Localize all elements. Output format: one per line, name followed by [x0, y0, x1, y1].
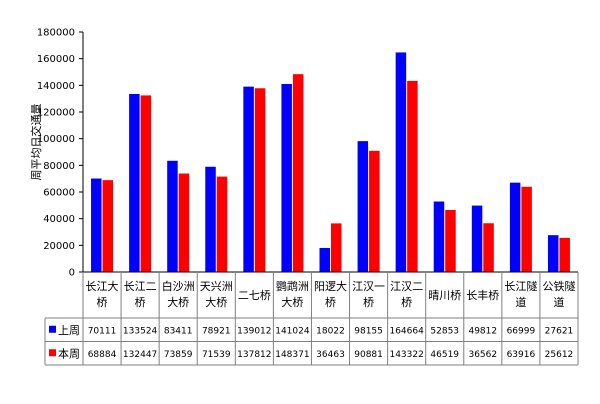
bar-this-week	[331, 223, 342, 272]
table-value: 141024	[275, 326, 310, 336]
category-label: 晴川桥	[428, 289, 461, 302]
table-value: 90881	[354, 350, 383, 360]
category-label: 桥	[401, 296, 412, 309]
table-value: 18022	[316, 326, 345, 336]
table-value: 71539	[202, 350, 231, 360]
legend-key-this-week	[49, 349, 56, 357]
bar-this-week	[178, 173, 190, 272]
y-tick-label: 100000	[37, 134, 75, 145]
category-label: 阳逻大	[314, 279, 347, 293]
table-value: 36562	[468, 350, 497, 360]
bar-this-week	[102, 180, 114, 272]
table-value: 137812	[237, 350, 271, 360]
bar-last-week	[547, 235, 559, 272]
bar-last-week	[281, 83, 292, 272]
table-value: 36463	[316, 350, 345, 360]
table-value: 73859	[164, 350, 193, 360]
bar-this-week	[445, 209, 456, 272]
category-label: 公铁隧	[542, 279, 575, 293]
category-label: 大桥	[281, 295, 303, 309]
category-label: 长江大	[86, 279, 119, 293]
table-value: 78921	[202, 326, 231, 336]
legend-label: 上周	[58, 324, 80, 337]
table-value: 132447	[123, 350, 157, 360]
bar-last-week	[167, 160, 178, 272]
category-label: 桥	[363, 296, 374, 309]
table-value: 83411	[164, 326, 193, 336]
bar-this-week	[407, 80, 418, 273]
bar-last-week	[509, 182, 521, 272]
y-tick-label: 60000	[43, 188, 75, 199]
table-value: 27621	[545, 326, 574, 336]
table-value: 63916	[507, 350, 536, 360]
bar-last-week	[471, 205, 483, 272]
table-value: 164664	[389, 326, 424, 336]
category-label: 江汉二	[390, 280, 423, 293]
category-label: 桥	[97, 296, 108, 309]
table-value: 49812	[468, 326, 497, 336]
bar-this-week	[521, 186, 532, 272]
y-tick-label: 40000	[43, 214, 75, 225]
bar-last-week	[433, 201, 445, 272]
bar-last-week	[243, 86, 254, 272]
table-value: 143322	[389, 350, 423, 360]
bar-this-week	[292, 74, 304, 272]
bar-this-week	[483, 223, 494, 272]
category-label: 长江隧	[504, 279, 537, 293]
table-value: 133524	[123, 326, 158, 336]
category-label: 鹦鹉洲	[276, 279, 309, 293]
bar-last-week	[319, 247, 330, 272]
legend-label: 本周	[58, 346, 80, 360]
y-tick-label: 80000	[43, 161, 75, 172]
y-tick-label: 180000	[37, 28, 75, 39]
category-label: 长江二	[124, 280, 157, 293]
category-label: 江汉一	[352, 280, 385, 293]
y-tick-label: 160000	[37, 54, 75, 65]
bar-last-week	[395, 52, 407, 273]
table-value: 68884	[88, 350, 117, 360]
y-tick-label: 120000	[37, 108, 75, 119]
bar-last-week	[205, 166, 216, 272]
bar-this-week	[559, 237, 570, 272]
table-value: 139012	[237, 326, 271, 336]
category-label: 桥	[135, 296, 146, 309]
y-tick-label: 0	[69, 268, 75, 279]
category-label: 桥	[325, 296, 336, 309]
table-value: 70111	[88, 326, 117, 336]
y-tick-label: 140000	[37, 81, 75, 92]
bar-this-week	[369, 150, 380, 272]
bar-this-week	[254, 88, 266, 272]
category-label: 大桥	[205, 295, 227, 309]
y-axis-label: 周平均日交通量	[29, 104, 43, 181]
category-label: 白沙洲	[162, 279, 195, 293]
category-label: 道	[553, 295, 564, 309]
category-label: 二七桥	[238, 289, 271, 302]
category-label: 长丰桥	[466, 289, 499, 302]
y-tick-label: 20000	[43, 241, 75, 252]
table-value: 148371	[275, 350, 309, 360]
category-label: 道	[515, 295, 526, 309]
bar-last-week	[91, 178, 102, 272]
table-value: 52853	[430, 326, 459, 336]
category-label: 大桥	[167, 295, 189, 309]
category-label: 天兴洲	[200, 280, 233, 293]
table-value: 66999	[507, 326, 536, 336]
bar-last-week	[129, 93, 140, 272]
bar-this-week	[140, 95, 152, 273]
table-value: 98155	[354, 326, 383, 336]
legend-key-last-week	[49, 325, 56, 333]
table-value: 46519	[430, 350, 459, 360]
table-value: 25612	[545, 350, 574, 360]
bar-last-week	[357, 141, 369, 272]
bar-this-week	[216, 176, 228, 272]
